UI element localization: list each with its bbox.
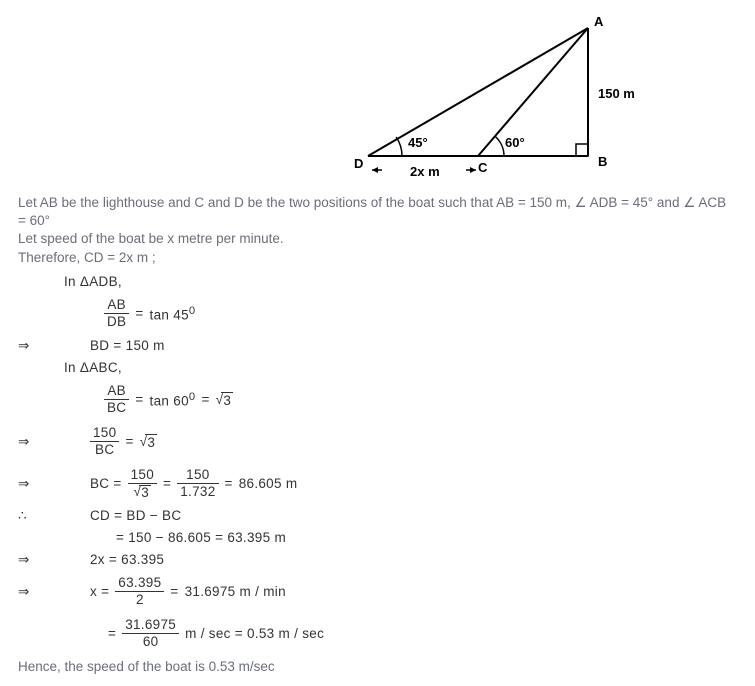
angle-sym-2: ∠ — [683, 195, 695, 210]
svg-text:C: C — [478, 160, 488, 175]
implies-5: ⇒ — [18, 584, 64, 600]
tan60: tan 600 — [150, 391, 196, 409]
solution-work: In ΔADB, AB DB = tan 450 ⇒ BD = 150 m In… — [18, 273, 737, 653]
frac-31-60: 31.6975 60 — [122, 618, 179, 649]
cd-bd-bc: CD = BD − BC — [64, 508, 181, 523]
eq-1: = — [135, 306, 143, 321]
final-answer: Hence, the speed of the boat is 0.53 m/s… — [18, 659, 737, 674]
step-in-adb: In ΔADB, — [64, 274, 122, 289]
two-x: 2x = 63.395 — [64, 552, 164, 567]
setup-l3: Therefore, CD = 2x m ; — [18, 250, 156, 265]
therefore: ∴ — [18, 508, 64, 524]
x-permin: 31.6975 m / min — [185, 584, 286, 599]
frac-150-sqrt3: 150 √3 — [128, 468, 157, 500]
cd-val: = 150 − 86.605 = 63.395 m — [64, 530, 286, 545]
frac-ab-db: AB DB — [104, 298, 129, 329]
svg-text:60°: 60° — [505, 135, 525, 150]
implies-4: ⇒ — [18, 552, 64, 568]
sqrt3-a: √3 — [216, 392, 234, 408]
frac-63-2: 63.395 2 — [115, 576, 164, 607]
frac-150-bc: 150 BC — [90, 426, 119, 457]
setup-l1a: Let AB be the lighthouse and C and D be … — [18, 195, 575, 210]
tan45: tan 450 — [150, 305, 196, 323]
lighthouse-diagram: 45° 60° A B C D 150 m 2x m — [308, 16, 648, 186]
bc-val: 86.605 m — [239, 476, 298, 491]
x-eq: x = — [90, 584, 109, 599]
setup-l1b: ADB = 45° and — [587, 195, 684, 210]
frac-150-1732: 150 1.732 — [177, 468, 218, 499]
implies-1: ⇒ — [18, 338, 64, 354]
implies-2: ⇒ — [18, 434, 64, 450]
bc-eq: BC = — [90, 476, 122, 491]
setup-l2: Let speed of the boat be x metre per min… — [18, 231, 284, 246]
x-persec: m / sec = 0.53 m / sec — [185, 626, 324, 641]
frac-ab-bc: AB BC — [104, 384, 129, 415]
bd-150: BD = 150 m — [64, 338, 165, 353]
implies-3: ⇒ — [18, 476, 64, 492]
svg-text:D: D — [354, 156, 363, 171]
svg-text:150 m: 150 m — [598, 86, 635, 101]
sqrt3-b: √3 — [140, 434, 158, 450]
svg-text:B: B — [598, 154, 607, 169]
svg-text:2x m: 2x m — [410, 164, 440, 179]
angle-sym-1: ∠ — [575, 195, 587, 210]
svg-text:A: A — [594, 16, 604, 29]
svg-text:45°: 45° — [408, 135, 428, 150]
step-in-abc: In ΔABC, — [64, 360, 122, 375]
problem-setup: Let AB be the lighthouse and C and D be … — [18, 194, 737, 267]
